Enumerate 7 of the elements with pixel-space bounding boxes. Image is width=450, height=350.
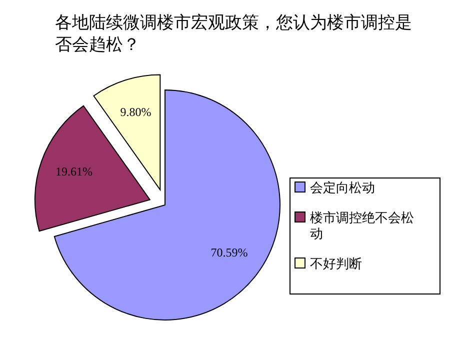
chart-title: 各地陆续微调楼市宏观政策，您认为楼市调控是否会趋松？ <box>55 13 412 55</box>
legend-label: 会定向松动 <box>310 181 375 196</box>
data-label: 9.80% <box>120 104 152 119</box>
legend-label: 不好判断 <box>310 257 362 272</box>
data-label: 19.61% <box>55 164 92 179</box>
data-label: 70.59% <box>210 245 248 260</box>
legend-label: 楼市调控绝不会松动 <box>310 211 414 242</box>
